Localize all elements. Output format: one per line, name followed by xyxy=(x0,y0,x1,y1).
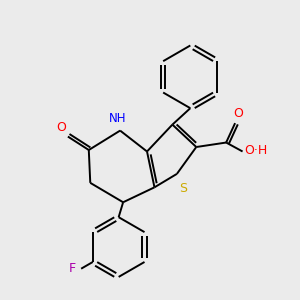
Text: O: O xyxy=(233,106,243,119)
Text: NH: NH xyxy=(108,112,126,125)
Text: O·H: O·H xyxy=(244,143,268,157)
Text: F: F xyxy=(69,262,76,275)
Text: S: S xyxy=(179,182,188,195)
Text: O: O xyxy=(56,121,66,134)
